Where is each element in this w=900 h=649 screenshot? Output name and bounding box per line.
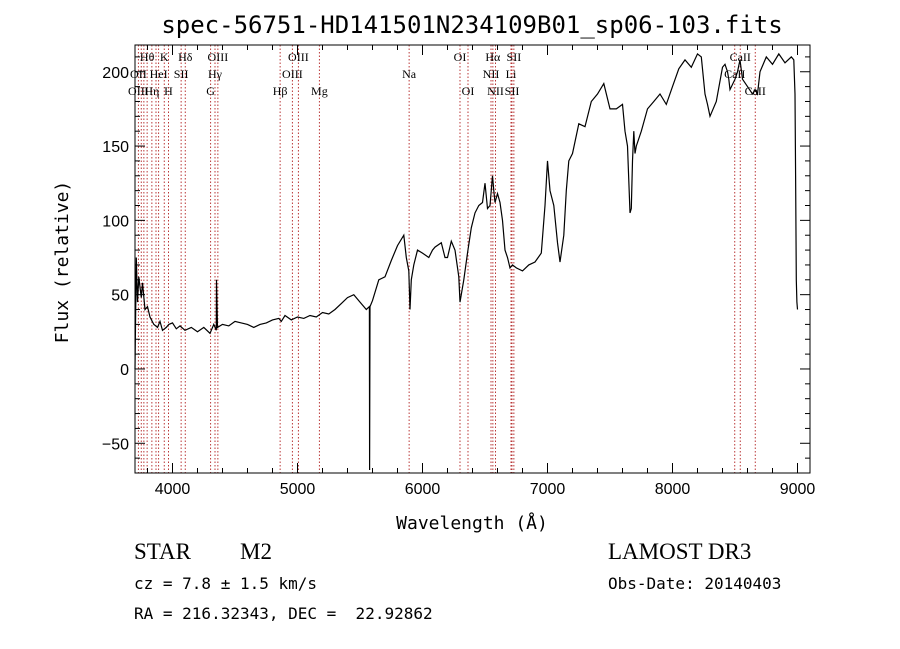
spectrum-line [134, 52, 799, 471]
line-label-r2-2: SII [174, 67, 189, 81]
line-label-r3-1: Hη [144, 84, 159, 98]
x-tick-label-0: 4000 [155, 481, 191, 498]
line-label-r1-3: OIII [208, 50, 229, 64]
line-label-r1-4: OIII [288, 50, 309, 64]
survey-name: LAMOST DR3 [608, 539, 752, 564]
y-tick-label-0: −50 [102, 436, 129, 453]
y-tick-label-3: 100 [102, 213, 129, 230]
x-tick-label-1: 5000 [280, 481, 316, 498]
line-label-r1-1: K [160, 50, 169, 64]
coordinates: RA = 216.32343, DEC = 22.92862 [134, 604, 433, 623]
redshift-text: cz = 7.8 ± 1.5 km/s [134, 574, 318, 593]
line-label-r3-5: Mg [311, 84, 328, 98]
x-axis: 4000 5000 6000 7000 8000 9000 [147, 45, 816, 498]
x-axis-label: Wavelength (Å) [396, 512, 548, 534]
line-label-r1-7: SII [507, 50, 522, 64]
y-tick-label-1: 0 [120, 362, 129, 379]
line-label-r2-4: OIII [282, 67, 303, 81]
line-label-r2-6: NII [483, 67, 500, 81]
line-label-r3-6: OI [462, 84, 475, 98]
y-tick-label-2: 50 [111, 288, 129, 305]
object-class: STAR [134, 539, 191, 564]
y-axis-label: Flux (relative) [52, 181, 73, 344]
line-label-r1-8: CaII [730, 50, 751, 64]
emission-line-labels: Hθ K Hδ OIII OIII OI Hα SII CaII OII HeI SII Hγ OIII N… [128, 50, 766, 98]
y-tick-label-4: 150 [102, 139, 129, 156]
x-tick-label-2: 6000 [405, 481, 441, 498]
line-label-r3-7: NII [487, 84, 504, 98]
y-tick-label-5: 200 [102, 65, 129, 82]
line-label-r2-1: HeI [150, 67, 168, 81]
y-axis: −50 0 50 100 150 200 [102, 56, 810, 459]
x-tick-label-3: 7000 [530, 481, 566, 498]
line-label-r3-0: OIII [128, 84, 149, 98]
emission-line-markers [137, 45, 756, 473]
spectrum-chart: spec-56751-HD141501N234109B01_sp06-103.f… [52, 11, 816, 534]
line-label-r3-4: Hβ [273, 84, 288, 98]
line-label-r2-3: Hγ [208, 67, 223, 81]
line-label-r3-2: H [164, 84, 173, 98]
line-label-r2-5: Na [402, 67, 417, 81]
x-tick-label-5: 9000 [780, 481, 816, 498]
line-label-r2-0: OII [130, 67, 147, 81]
obs-date: Obs-Date: 20140403 [608, 574, 782, 593]
line-label-r3-3: G [206, 84, 215, 98]
subclass: M2 [240, 539, 272, 564]
line-label-r1-5: OI [454, 50, 467, 64]
line-label-r1-6: Hα [485, 50, 501, 64]
x-tick-label-4: 8000 [655, 481, 691, 498]
line-label-r2-8: CaII [724, 67, 745, 81]
line-label-r1-0: Hθ [140, 50, 155, 64]
line-label-r1-2: Hδ [178, 50, 193, 64]
line-label-r2-7: Li [506, 67, 517, 81]
line-label-r3-8: SII [505, 84, 520, 98]
chart-title: spec-56751-HD141501N234109B01_sp06-103.f… [161, 11, 782, 39]
